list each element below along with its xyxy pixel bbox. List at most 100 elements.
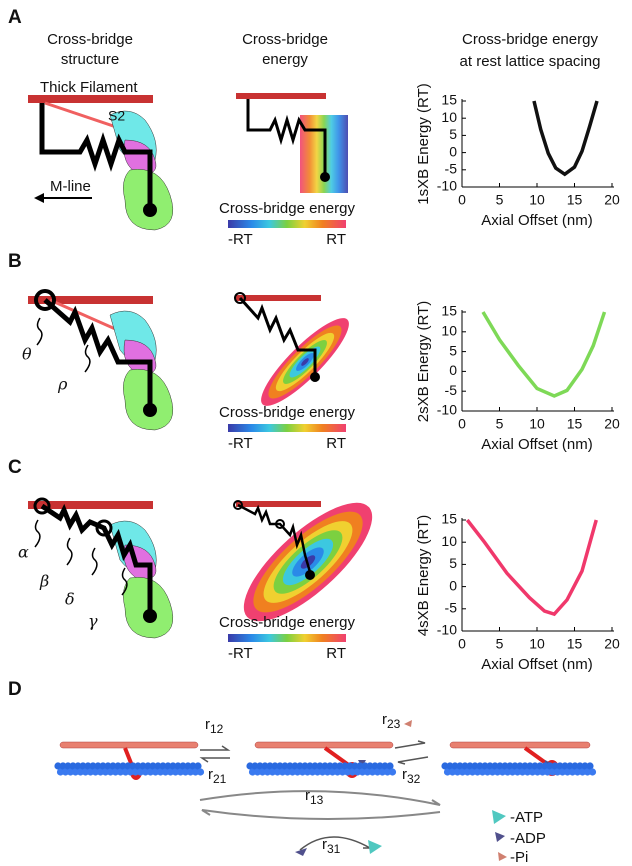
y-tick-label: 0 <box>449 577 457 593</box>
y-tick-label: 5 <box>449 342 457 358</box>
actin-bead <box>356 762 364 770</box>
actin-bead <box>156 768 165 776</box>
actin-bead <box>91 768 100 776</box>
colorbar-low: -RT <box>228 231 253 248</box>
actin-bead <box>468 768 477 776</box>
rate-name: r <box>208 766 213 783</box>
actin-bead <box>528 768 537 776</box>
actin-bead <box>116 768 125 776</box>
actin-bead <box>273 768 282 776</box>
actin-bead <box>316 762 324 770</box>
x-tick-label: 15 <box>567 416 583 432</box>
actin-bead <box>261 762 269 770</box>
actin-bead <box>281 762 289 770</box>
actin-bead <box>126 768 135 776</box>
legend-label: -ADP <box>510 830 546 847</box>
actin-bead <box>253 768 262 776</box>
data-line <box>465 518 598 617</box>
actin-bead <box>69 762 77 770</box>
actin-bead <box>511 762 519 770</box>
colorbar-low: -RT <box>228 435 253 452</box>
actin-bead <box>104 762 112 770</box>
actin-bead <box>248 768 257 776</box>
actin-bead <box>341 762 349 770</box>
x-tick-label: 5 <box>496 192 504 208</box>
actin-bead <box>508 768 517 776</box>
actin-bead <box>174 762 182 770</box>
angle-label: β <box>39 572 49 591</box>
x-axis-label: Axial Offset (nm) <box>481 436 592 453</box>
colorbar-high: RT <box>326 645 346 662</box>
actin-bead <box>81 768 90 776</box>
actin-bead <box>371 762 379 770</box>
actin-bead <box>373 768 382 776</box>
actin-bead <box>568 768 577 776</box>
actin-bead <box>79 762 87 770</box>
angle-label: θ <box>22 345 32 364</box>
actin-bead <box>506 762 514 770</box>
rate-sub: 32 <box>407 772 421 786</box>
x-tick-label: 10 <box>529 192 545 208</box>
actin-bead <box>56 768 65 776</box>
actin-bead <box>301 762 309 770</box>
actin-bead <box>151 768 160 776</box>
actin-bead <box>149 762 157 770</box>
actin-bead <box>336 762 344 770</box>
actin-bead <box>541 762 549 770</box>
actin-bead <box>458 768 467 776</box>
label: M-line <box>50 178 91 195</box>
actin-bead <box>381 762 389 770</box>
rate: r21 <box>208 766 227 786</box>
actin-bead <box>351 762 359 770</box>
actin-bead <box>131 768 140 776</box>
actin-bead <box>453 768 462 776</box>
actin-bead <box>378 768 387 776</box>
actin-bead <box>571 762 579 770</box>
actin-bead <box>283 768 292 776</box>
x-tick-label: 5 <box>496 416 504 432</box>
x-tick-label: 0 <box>458 636 466 652</box>
actin-bead <box>144 762 152 770</box>
actin-bead <box>463 768 472 776</box>
angle-label: γ <box>88 612 98 631</box>
actin-bead <box>441 762 449 770</box>
y-tick-label: -10 <box>437 402 457 418</box>
actin-bead <box>481 762 489 770</box>
y-tick-label: -5 <box>445 161 458 177</box>
actin-bead <box>263 768 272 776</box>
actin-bead <box>473 768 482 776</box>
data-line <box>481 311 607 398</box>
y-tick-label: 0 <box>449 143 457 159</box>
actin-bead <box>326 762 334 770</box>
rate-labels: r12 r21 r23 r32 r13 r31 -ATP -ADP -Pi <box>205 711 546 866</box>
actin-bead <box>338 768 347 776</box>
actin-bead <box>538 768 547 776</box>
actin-bead <box>64 762 72 770</box>
column-title: structure <box>61 51 119 68</box>
panel-letter: D <box>8 679 22 700</box>
actin-bead <box>268 768 277 776</box>
actin-bead <box>139 762 147 770</box>
y-tick-label: -5 <box>445 382 458 398</box>
actin-bead <box>323 768 332 776</box>
legend-label: -ATP <box>510 809 543 826</box>
actin-bead <box>101 768 110 776</box>
actin-bead <box>476 762 484 770</box>
actin-bead <box>583 768 592 776</box>
actin-bead <box>146 768 155 776</box>
actin-bead <box>488 768 497 776</box>
actin-bead <box>516 762 524 770</box>
structure-c <box>28 497 174 639</box>
rate: r23 <box>382 711 401 731</box>
actin-bead <box>276 762 284 770</box>
actin-bead <box>161 768 170 776</box>
y-tick-label: -10 <box>437 178 457 194</box>
actin-bead <box>471 762 479 770</box>
actin-bead <box>288 768 297 776</box>
actin-bead <box>561 762 569 770</box>
actin-bead <box>59 762 67 770</box>
y-tick-label: 10 <box>441 109 457 125</box>
rate: r32 <box>402 766 421 786</box>
actin-bead <box>466 762 474 770</box>
